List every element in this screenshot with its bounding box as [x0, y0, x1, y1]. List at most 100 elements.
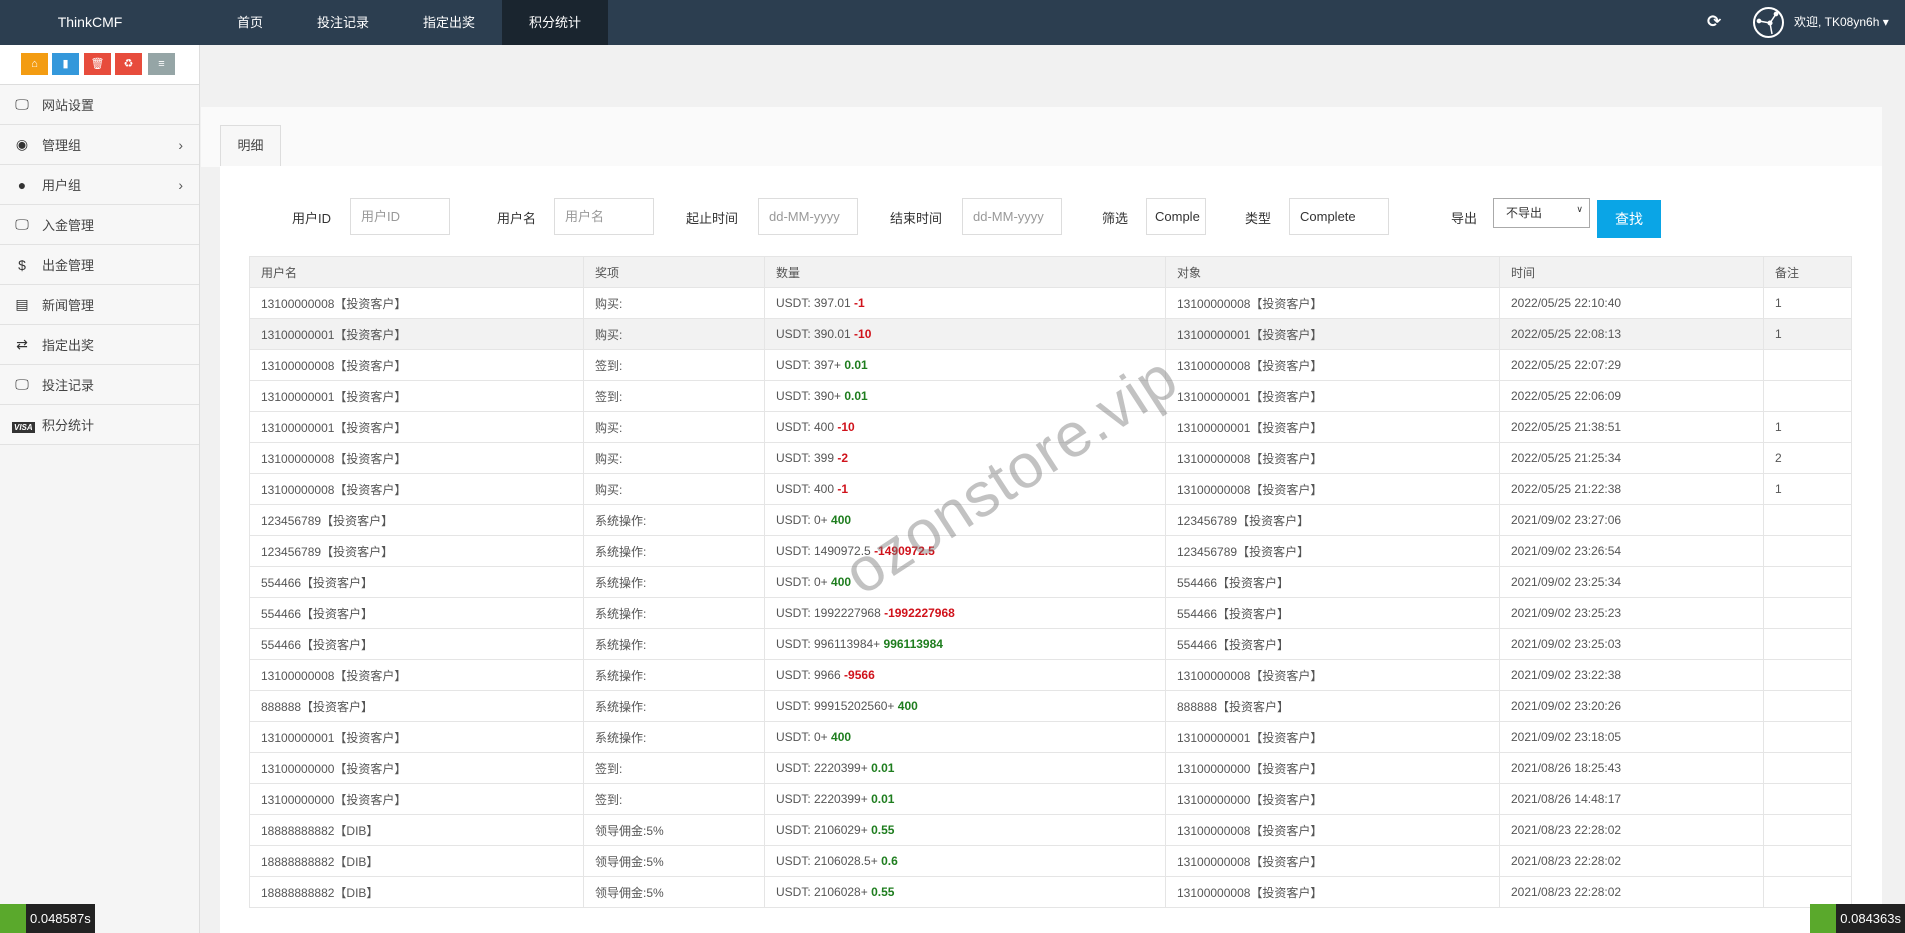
amount-delta: -1	[837, 482, 849, 496]
flame-logo-icon	[1810, 904, 1837, 933]
cell-note	[1763, 597, 1852, 629]
cell-time: 2021/08/23 22:28:02	[1499, 845, 1764, 877]
cell-amount: USDT: 996113984+ 996113984	[764, 628, 1166, 660]
cell-amount: USDT: 0+ 400	[764, 566, 1166, 598]
col-award: 奖项	[583, 256, 765, 288]
sidebar-item[interactable]: $ 出金管理	[0, 245, 199, 285]
cell-note: 1	[1763, 318, 1852, 350]
cell-amount: USDT: 400 -1	[764, 473, 1166, 505]
nav-points-stats[interactable]: 积分统计	[502, 0, 609, 45]
dollar-icon: $	[18, 256, 26, 273]
cell-target: 123456789【投资客户】	[1165, 504, 1500, 536]
cell-note	[1763, 628, 1852, 660]
sidebar-item[interactable]: 🖵 投注记录	[0, 365, 199, 405]
amount-delta: 0.01	[844, 358, 868, 372]
table-row: 13100000008【投资客户】 购买: USDT: 397.01 -1 13100…	[249, 287, 1852, 319]
user-menu[interactable]: 欢迎, TK08yn6h ▾	[1794, 0, 1889, 45]
sidebar-item[interactable]: ⇄ 指定出奖	[0, 325, 199, 365]
cell-time: 2021/09/02 23:26:54	[1499, 535, 1764, 567]
table-row: 18888888882【DIB】 领导佣金:5% USDT: 2106028+ 0.…	[249, 876, 1852, 908]
cell-note: 2	[1763, 442, 1852, 474]
table-row: 13100000000【投资客户】 签到: USDT: 2220399+ 0.01 1…	[249, 783, 1852, 815]
type-input[interactable]: Complete	[1289, 198, 1389, 235]
search-button[interactable]: 查找	[1597, 200, 1661, 238]
recycle-button[interactable]: ♻	[115, 53, 142, 75]
timer-badge-right: 0.084363s	[1810, 904, 1905, 933]
username-input[interactable]: 用户名	[554, 198, 654, 235]
table-row: 13100000001【投资客户】 购买: USDT: 400 -10 1310000…	[249, 411, 1852, 443]
refresh-icon[interactable]: ⟳	[1707, 12, 1722, 31]
tab-detail[interactable]: 明细	[220, 125, 281, 167]
cell-time: 2021/09/02 23:25:03	[1499, 628, 1764, 660]
amount-delta: 400	[831, 513, 852, 527]
file-icon: ▮	[62, 58, 69, 70]
cell-target: 13100000008【投资客户】	[1165, 814, 1500, 846]
trash-icon: 🗑	[90, 58, 105, 70]
cell-target: 888888【投资客户】	[1165, 690, 1500, 722]
table-row: 554466【投资客户】 系统操作: USDT: 1992227968 -19922…	[249, 597, 1852, 629]
amount-base: USDT: 99915202560+	[776, 699, 898, 713]
cell-amount: USDT: 0+ 400	[764, 721, 1166, 753]
export-select[interactable]: 不导出 ∨	[1493, 198, 1590, 228]
welcome-text: 欢迎, TK08yn6h	[1794, 15, 1880, 29]
cell-award: 领导佣金:5%	[583, 876, 765, 908]
cell-target: 13100000000【投资客户】	[1165, 752, 1500, 784]
list-button[interactable]: ≡	[148, 53, 175, 75]
export-select-value: 不导出	[1506, 206, 1543, 220]
cell-note	[1763, 504, 1852, 536]
brand-logo[interactable]: ThinkCMF	[57, 14, 123, 30]
nav-bet-records[interactable]: 投注记录	[317, 15, 370, 30]
amount-base: USDT: 0+	[776, 730, 832, 744]
sidebar-item[interactable]: ▤ 新闻管理	[0, 285, 199, 325]
cell-amount: USDT: 399 -2	[764, 442, 1166, 474]
table-row: 123456789【投资客户】 系统操作: USDT: 0+ 400 12345678…	[249, 504, 1852, 536]
cell-note	[1763, 845, 1852, 877]
cell-time: 2022/05/25 22:10:40	[1499, 287, 1764, 319]
trash-button[interactable]: 🗑	[84, 53, 111, 75]
cell-time: 2021/09/02 23:20:26	[1499, 690, 1764, 722]
home-button[interactable]: ⌂	[21, 53, 48, 75]
cell-username: 13100000008【投资客户】	[249, 287, 584, 319]
cell-note	[1763, 566, 1852, 598]
start-time-input[interactable]: dd-MM-yyyy	[758, 198, 858, 235]
filter-input[interactable]: Comple	[1146, 198, 1206, 235]
cell-username: 18888888882【DIB】	[249, 814, 584, 846]
sidebar-item-label: 出金管理	[42, 258, 95, 273]
cell-target: 554466【投资客户】	[1165, 597, 1500, 629]
timer-left: 0.048587s	[26, 904, 95, 933]
avatar[interactable]	[1753, 7, 1784, 38]
cell-username: 13100000008【投资客户】	[249, 473, 584, 505]
sidebar-item[interactable]: VISA 积分统计	[0, 405, 199, 445]
cell-award: 购买:	[583, 473, 765, 505]
nav-assign-prize[interactable]: 指定出奖	[423, 15, 476, 30]
cell-award: 系统操作:	[583, 535, 765, 567]
table-row: 18888888882【DIB】 领导佣金:5% USDT: 2106028.5+ …	[249, 845, 1852, 877]
cell-amount: USDT: 1992227968 -1992227968	[764, 597, 1166, 629]
cell-note: 1	[1763, 411, 1852, 443]
amount-delta: 0.55	[871, 885, 895, 899]
nav-home[interactable]: 首页	[237, 15, 264, 30]
cell-time: 2022/05/25 22:07:29	[1499, 349, 1764, 381]
file-button[interactable]: ▮	[52, 53, 79, 75]
cell-username: 13100000001【投资客户】	[249, 380, 584, 412]
sidebar-item[interactable]: 🖵 入金管理	[0, 205, 199, 245]
sidebar-item[interactable]: ● 用户组 ›	[0, 165, 199, 205]
user-id-input[interactable]: 用户ID	[350, 198, 450, 235]
cell-target: 13100000001【投资客户】	[1165, 318, 1500, 350]
cell-time: 2021/08/26 14:48:17	[1499, 783, 1764, 815]
cell-time: 2021/09/02 23:25:23	[1499, 597, 1764, 629]
table-row: 888888【投资客户】 系统操作: USDT: 99915202560+ 400 8…	[249, 690, 1852, 722]
cell-username: 13100000001【投资客户】	[249, 318, 584, 350]
amount-delta: 0.01	[844, 389, 868, 403]
sidebar-item[interactable]: 🖵 网站设置	[0, 85, 199, 125]
amount-delta: 0.6	[881, 854, 898, 868]
sidebar-item[interactable]: ◉ 管理组 ›	[0, 125, 199, 165]
end-time-label: 结束时间	[890, 211, 943, 226]
end-time-input[interactable]: dd-MM-yyyy	[962, 198, 1062, 235]
recycle-icon: ♻	[123, 58, 134, 70]
cell-award: 签到:	[583, 752, 765, 784]
top-navbar: ThinkCMF 首页 投注记录 指定出奖 积分统计 ⟳ 欢迎, TK08yn6…	[0, 0, 1905, 45]
sidebar-item-label: 入金管理	[42, 218, 95, 233]
tab-bar	[201, 107, 1882, 167]
amount-base: USDT: 2106028.5+	[776, 854, 882, 868]
